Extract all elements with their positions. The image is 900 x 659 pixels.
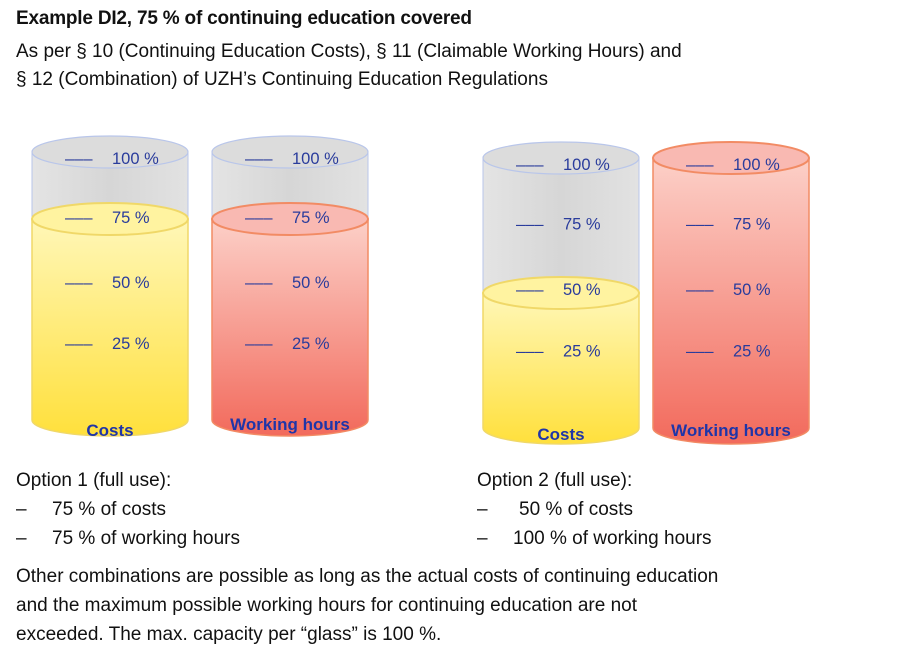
option1-item: – 75 % of costs [16,495,240,524]
tick-mark: ––– [65,335,93,353]
tick-label: 100 % [112,150,159,168]
note-line: Other combinations are possible as long … [16,566,719,587]
option2-heading: Option 2 (full use): [477,470,633,491]
tick-mark: ––– [65,209,93,227]
tick-mark: ––– [686,216,714,234]
glass-empty-body [482,157,640,294]
tick-label: 50 % [112,274,150,292]
option2-item: – 50 % of costs [477,495,712,524]
tick-label: 50 % [292,274,330,292]
glass-rim [211,135,369,169]
tick-label: 100 % [563,156,610,174]
option2-item: – 100 % of working hours [477,524,712,553]
glass-liquid-surface [31,202,189,236]
tick-mark: ––– [516,156,544,174]
glass-liquid-body [482,292,640,445]
glass-liquid-body [652,157,810,445]
glass-rim [31,135,189,169]
tick-label: 75 % [733,216,771,234]
note-line: exceeded. The max. capacity per “glass” … [16,624,442,645]
tick-label: 100 % [733,156,780,174]
option1-item-text: 75 % of costs [52,499,167,520]
option1-item-text: 75 % of working hours [52,528,240,549]
tick-label: 75 % [112,209,150,227]
bullet-dash: – [16,499,27,520]
glass-liquid-surface [652,141,810,175]
option1-block: Option 1 (full use): – 75 % of costs – 75 … [16,466,240,553]
tick-mark: ––– [686,156,714,174]
tick-mark: ––– [516,216,544,234]
bullet-dash: – [477,528,488,549]
subtitle-line: As per § 10 (Continuing Education Costs)… [16,41,682,62]
page-title: Example DI2, 75 % of continuing educatio… [16,8,472,29]
tick-mark: ––– [65,150,93,168]
glass-rim [482,141,640,175]
tick-mark: ––– [686,281,714,299]
bullet-dash: – [477,499,488,520]
option1-heading: Option 1 (full use): [16,470,172,491]
glass-liquid-surface [482,276,640,310]
tick-label: 75 % [563,216,601,234]
note-line: and the maximum possible working hours f… [16,595,638,616]
tick-label: 50 % [563,281,601,299]
tick-mark: ––– [245,335,273,353]
tick-label: 25 % [292,335,330,353]
working-hours-label: Working hours [230,415,350,434]
tick-mark: ––– [245,209,273,227]
option1-item: – 75 % of working hours [16,524,240,553]
tick-label: 100 % [292,150,339,168]
tick-label: 50 % [733,281,771,299]
tick-label: 25 % [112,335,150,353]
tick-mark: ––– [516,281,544,299]
option2-item-text: 100 % of working hours [513,528,712,549]
glass-liquid-body [31,218,189,437]
subtitle: As per § 10 (Continuing Education Costs)… [16,38,876,94]
bullet-dash: – [16,528,27,549]
tick-mark: ––– [686,343,714,361]
working-hours-label: Working hours [671,421,791,440]
tick-mark: ––– [245,274,273,292]
tick-label: 75 % [292,209,330,227]
note-paragraph: Other combinations are possible as long … [16,562,886,649]
tick-label: 25 % [733,343,771,361]
option2-item-text: 50 % of costs [519,499,634,520]
tick-label: 25 % [563,343,601,361]
tick-mark: ––– [245,150,273,168]
costs-label: Costs [86,421,133,440]
option2-block: Option 2 (full use): – 50 % of costs – 100… [477,466,712,553]
tick-mark: ––– [65,274,93,292]
glass-liquid-body [211,218,369,437]
subtitle-line: § 12 (Combination) of UZH’s Continuing E… [16,69,548,90]
glass-liquid-surface [211,202,369,236]
tick-mark: ––– [516,343,544,361]
costs-label: Costs [537,425,584,444]
